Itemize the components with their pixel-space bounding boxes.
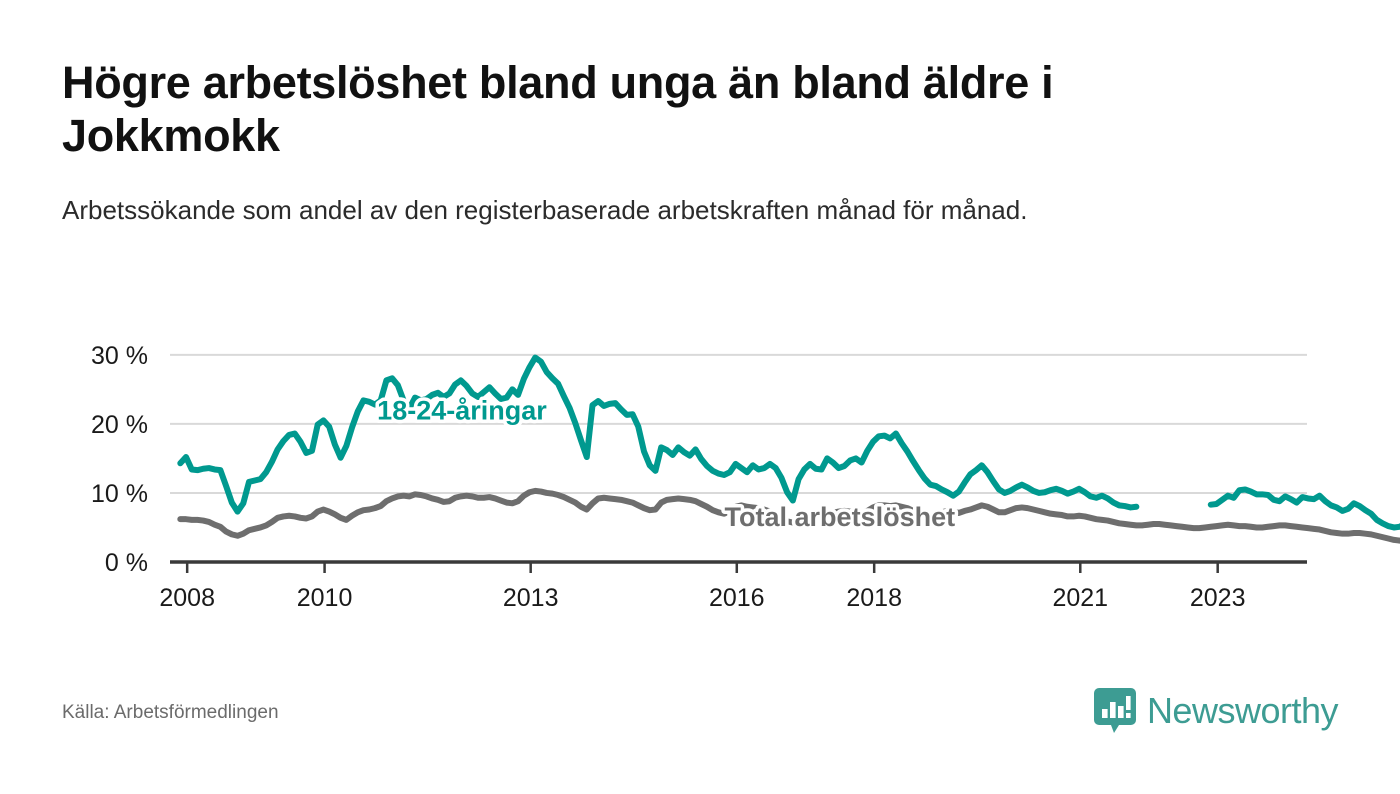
x-axis-label: 2018 [846, 584, 902, 612]
page-title: Högre arbetslöshet bland unga än bland ä… [62, 57, 1054, 162]
x-axis-label: 2008 [159, 584, 215, 612]
y-axis-label: 10 % [91, 480, 148, 508]
y-axis-label: 20 % [91, 411, 148, 439]
newsworthy-logo: Newsworthy [1093, 684, 1339, 738]
series-line-youth [177, 354, 1400, 531]
x-axis-label: 2010 [297, 584, 353, 612]
x-axis-label: 2013 [503, 584, 559, 612]
series-label-total: Total arbetslöshet [725, 502, 956, 532]
series-label-youth: 18-24-åringar [377, 396, 547, 426]
series-line-total [177, 487, 1400, 544]
x-axis-label: 2021 [1052, 584, 1108, 612]
x-axis-label: 2016 [709, 584, 765, 612]
series-label-halo: 18-24-åringar [377, 396, 547, 426]
line-chart: 0 % 10 % 20 % 30 % 2008 2010 2013 2016 2018 2021 2… [0, 300, 1400, 630]
series-label-halo: Total arbetslöshet [725, 502, 956, 532]
y-axis-label: 30 % [91, 342, 148, 370]
x-axis-label: 2023 [1190, 584, 1246, 612]
source-note: Källa: Arbetsförmedlingen [62, 702, 279, 723]
page-subtitle: Arbetssökande som andel av den registerb… [62, 195, 1028, 225]
logo-wordmark: Newsworthy [1146, 690, 1339, 731]
y-axis-label: 0 % [105, 549, 148, 577]
newsworthy-bar-chart-speech-bubble-icon [1093, 688, 1136, 733]
chart-canvas: 0 % 10 % 20 % 30 % 2008 2010 2013 2016 2018 2021 2… [91, 342, 1400, 612]
